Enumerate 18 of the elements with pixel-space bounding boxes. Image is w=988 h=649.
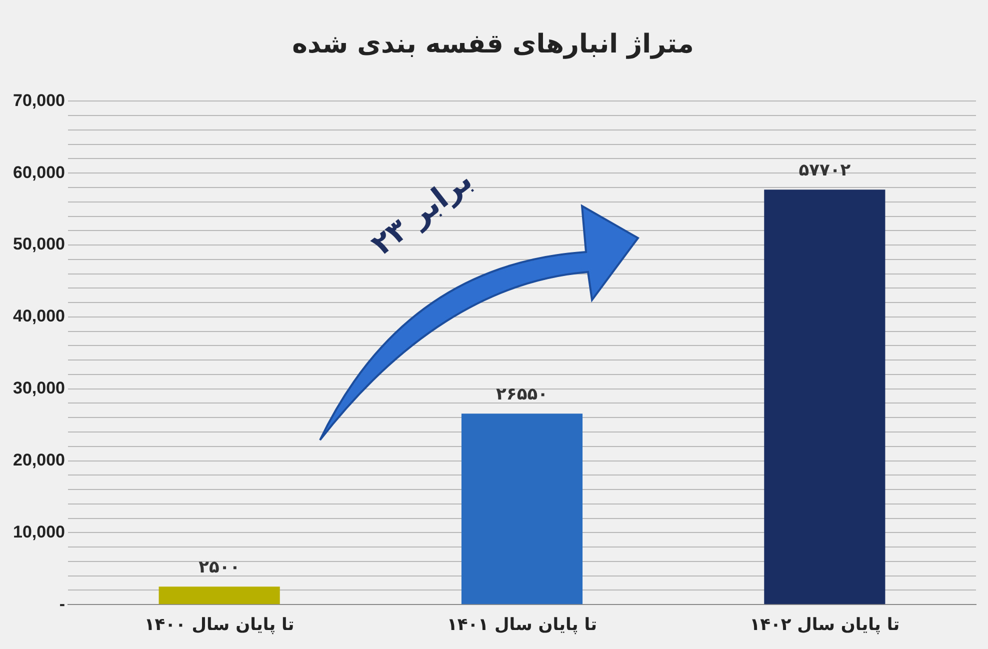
y-tick-label: - [59, 594, 65, 614]
x-tick-label: تا پایان سال ۱۴۰۱ [447, 615, 597, 636]
y-tick-label: 30,000 [12, 378, 65, 398]
y-tick-label: 20,000 [12, 450, 65, 470]
data-label: ۲۶۵۵۰ [496, 384, 548, 405]
y-tick-label: 50,000 [12, 234, 65, 254]
data-label: ۲۵۰۰ [198, 558, 240, 578]
chart-title: متراژ انبارهای قفسه بندی شده [292, 29, 694, 60]
x-tick-label: تا پایان سال ۱۴۰۰ [144, 615, 294, 636]
text: 10,000 [12, 522, 65, 542]
data-label: ۵۷۷۰۲ [798, 160, 852, 181]
annotation: ۲۳ برابر [365, 162, 479, 263]
y-tick-label: 60,000 [12, 162, 65, 182]
x-tick-label: تا پایان سال ۱۴۰۲ [750, 615, 900, 636]
bar [158, 586, 280, 604]
y-tick-label: 70,000 [12, 90, 65, 110]
bar [764, 190, 886, 604]
y-tick-label: 40,000 [12, 306, 65, 326]
